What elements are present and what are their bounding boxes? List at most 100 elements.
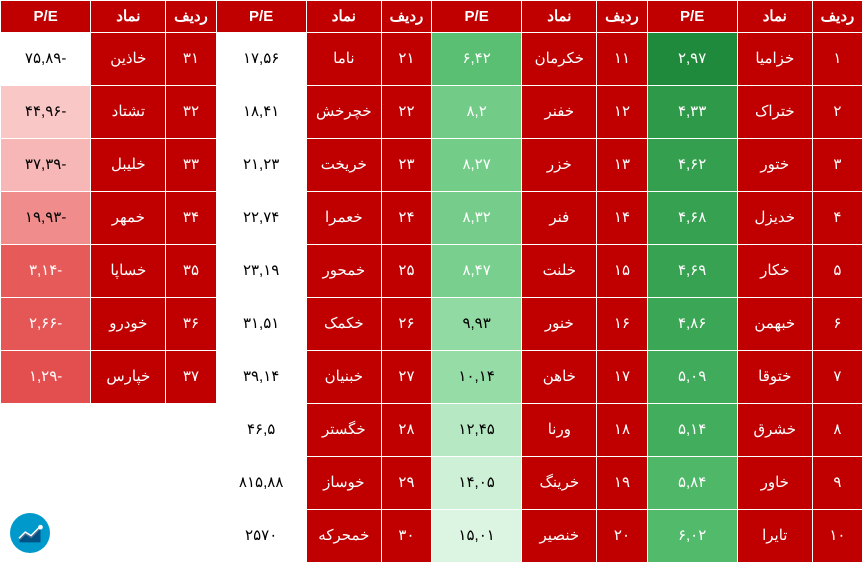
radif-cell: ۲۴ (381, 192, 431, 245)
radif-cell: ۲۳ (381, 139, 431, 192)
pe-cell: ۲,۹۷ (647, 33, 737, 86)
radif-cell: ۱۵ (597, 245, 647, 298)
pe-cell: ۶,۴۲ (432, 33, 522, 86)
pe-cell: ۸,۳۲ (432, 192, 522, 245)
namad-cell: ورنا (522, 404, 597, 457)
header-namad-4: نماد (91, 1, 166, 33)
pe-cell: ۴۶,۵ (216, 404, 306, 457)
radif-cell: ۱۴ (597, 192, 647, 245)
table-body: ۱خزامیا۲,۹۷۱۱خکرمان۶,۴۲۲۱ناما۱۷,۵۶۳۱خاذی… (1, 33, 863, 563)
header-radif-1: ردیف (812, 1, 862, 33)
pe-cell: ۱۴,۰۵ (432, 457, 522, 510)
radif-cell: ۳۲ (166, 86, 216, 139)
radif-cell: ۳۷ (166, 351, 216, 404)
radif-cell: ۲۷ (381, 351, 431, 404)
radif-cell: ۲ (812, 86, 862, 139)
pe-cell: ۴,۳۳ (647, 86, 737, 139)
namad-cell: خکرمان (522, 33, 597, 86)
radif-cell: ۱۱ (597, 33, 647, 86)
table-row: ۴خدیزل۴,۶۸۱۴فنر۸,۳۲۲۴خعمرا۲۲,۷۴۳۴خمهر-۱۹… (1, 192, 863, 245)
logo-icon (10, 513, 50, 553)
radif-cell: ۲۶ (381, 298, 431, 351)
namad-cell: خرینگ (522, 457, 597, 510)
radif-cell: ۲۰ (597, 510, 647, 563)
radif-cell: ۳۳ (166, 139, 216, 192)
namad-cell: خریخت (306, 139, 381, 192)
pe-cell: ۶,۰۲ (647, 510, 737, 563)
radif-cell: ۱۹ (597, 457, 647, 510)
radif-cell: ۳۴ (166, 192, 216, 245)
namad-cell: خزامیا (737, 33, 812, 86)
radif-cell: ۱۰ (812, 510, 862, 563)
namad-cell (91, 510, 166, 563)
namad-cell: خکار (737, 245, 812, 298)
pe-cell: -۳۷,۳۹ (1, 139, 91, 192)
table-row: ۷ختوقا۵,۰۹۱۷خاهن۱۰,۱۴۲۷خبنیان۳۹,۱۴۳۷خپار… (1, 351, 863, 404)
pe-cell: ۱۵,۰۱ (432, 510, 522, 563)
pe-cell: ۲۱,۲۳ (216, 139, 306, 192)
pe-cell (1, 457, 91, 510)
radif-cell: ۳۶ (166, 298, 216, 351)
pe-cell: -۳,۱۴ (1, 245, 91, 298)
header-pe-4: P/E (1, 1, 91, 33)
namad-cell: خمهر (91, 192, 166, 245)
namad-cell (91, 457, 166, 510)
pe-cell: ۵,۸۴ (647, 457, 737, 510)
pe-cell: ۲۳,۱۹ (216, 245, 306, 298)
radif-cell: ۱۲ (597, 86, 647, 139)
namad-cell: خفنر (522, 86, 597, 139)
pe-cell: ۹,۹۳ (432, 298, 522, 351)
namad-cell: خدیزل (737, 192, 812, 245)
radif-cell: ۲۵ (381, 245, 431, 298)
pe-cell: ۳۱,۵۱ (216, 298, 306, 351)
namad-cell (91, 404, 166, 457)
namad-cell: ختوقا (737, 351, 812, 404)
namad-cell: ناما (306, 33, 381, 86)
header-namad-2: نماد (522, 1, 597, 33)
namad-cell: خوساز (306, 457, 381, 510)
radif-cell: ۳۵ (166, 245, 216, 298)
namad-cell: خاهن (522, 351, 597, 404)
radif-cell (166, 510, 216, 563)
table-row: ۲ختراک۴,۳۳۱۲خفنر۸,۲۲۲خچرخش۱۸,۴۱۳۲تشتاد-۴… (1, 86, 863, 139)
header-namad-3: نماد (306, 1, 381, 33)
pe-cell: -۱,۲۹ (1, 351, 91, 404)
radif-cell: ۱ (812, 33, 862, 86)
namad-cell: خمحرکه (306, 510, 381, 563)
header-radif-2: ردیف (597, 1, 647, 33)
header-pe-1: P/E (647, 1, 737, 33)
header-namad-1: نماد (737, 1, 812, 33)
namad-cell: فنر (522, 192, 597, 245)
radif-cell: ۳۰ (381, 510, 431, 563)
pe-cell: ۴,۶۸ (647, 192, 737, 245)
radif-cell (166, 404, 216, 457)
pe-cell: ۱۷,۵۶ (216, 33, 306, 86)
radif-cell: ۲۱ (381, 33, 431, 86)
radif-cell: ۱۸ (597, 404, 647, 457)
radif-cell: ۴ (812, 192, 862, 245)
pe-cell: ۸۱۵,۸۸ (216, 457, 306, 510)
pe-cell: ۸,۲ (432, 86, 522, 139)
table-row: ۳ختور۴,۶۲۱۳خزر۸,۲۷۲۳خریخت۲۱,۲۳۳۳خلیبل-۳۷… (1, 139, 863, 192)
pe-cell (1, 404, 91, 457)
radif-cell: ۶ (812, 298, 862, 351)
radif-cell: ۲۲ (381, 86, 431, 139)
pe-cell: ۴,۶۹ (647, 245, 737, 298)
pe-cell: ۱۰,۱۴ (432, 351, 522, 404)
radif-cell: ۱۷ (597, 351, 647, 404)
pe-cell: ۱۲,۴۵ (432, 404, 522, 457)
pe-cell: ۴,۶۲ (647, 139, 737, 192)
radif-cell (166, 457, 216, 510)
pe-cell: -۱۹,۹۳ (1, 192, 91, 245)
namad-cell: خچرخش (306, 86, 381, 139)
pe-cell: ۸,۲۷ (432, 139, 522, 192)
namad-cell: خاور (737, 457, 812, 510)
radif-cell: ۸ (812, 404, 862, 457)
namad-cell: خگستر (306, 404, 381, 457)
pe-cell: ۵,۱۴ (647, 404, 737, 457)
pe-cell: ۳۹,۱۴ (216, 351, 306, 404)
namad-cell: خودرو (91, 298, 166, 351)
pe-cell: ۴,۸۶ (647, 298, 737, 351)
radif-cell: ۲۸ (381, 404, 431, 457)
namad-cell: خزر (522, 139, 597, 192)
